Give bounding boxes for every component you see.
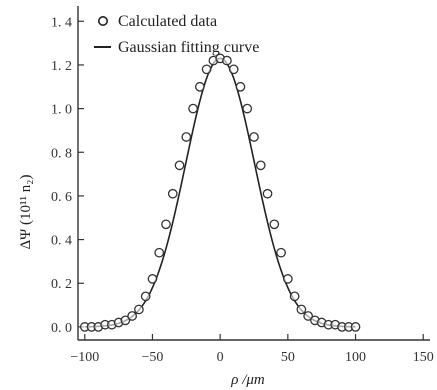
data-point [147,274,158,284]
x-tick-label: 0 [217,350,224,365]
data-point [188,103,198,114]
legend-label-calculated: Calculated data [118,13,217,30]
data-point [181,132,192,142]
data-point [201,64,212,75]
data-point [262,188,273,199]
y-tick-label: 1. 2 [51,59,72,74]
x-axis-label: ρ /μm [230,372,265,388]
x-tick-label: 50 [281,350,295,365]
y-tick-label: 1. 0 [51,103,72,118]
x-tick-label: 100 [345,350,366,365]
data-point [194,81,205,92]
data-points [79,53,361,332]
data-point [127,311,138,321]
x-tick-label: −50 [142,350,164,365]
data-point [161,219,171,230]
data-point [167,188,178,199]
data-point [255,160,266,171]
data-point [289,291,300,302]
y-axis-label: ΔΨ (10¹¹ n₂) [18,175,34,250]
ticks: −100 −50 0 50 100 150 0. 0 0. 2 0. 4 0. 6 0. 8 1. 0… [51,15,434,365]
gaussian-curve-line [84,57,356,328]
y-tick-label: 0. 8 [51,146,72,161]
data-point [228,64,239,75]
y-tick-label: 0. 2 [51,277,72,292]
data-point [222,55,232,66]
legend: Calculated data Gaussian fitting curve [94,13,259,56]
y-tick-label: 1. 4 [51,15,72,30]
data-point [174,160,185,171]
data-point [303,311,314,321]
data-point [276,247,286,258]
y-tick-label: 0. 0 [51,321,72,336]
legend-marker-calculated [98,15,109,26]
data-point [242,103,253,114]
data-point [235,81,246,92]
data-point [296,304,307,315]
axes [77,6,430,341]
legend-label-gaussian: Gaussian fitting curve [118,39,259,56]
data-point [282,274,293,284]
y-tick-label: 0. 4 [51,234,72,249]
data-point [140,291,151,302]
data-point [120,315,131,326]
gaussian-curve [84,57,356,328]
y-tick-label: 0. 6 [51,190,72,205]
data-point [154,247,165,258]
data-point [269,219,280,230]
data-point [249,132,259,142]
data-point [134,304,144,315]
x-tick-label: 150 [413,350,434,365]
x-tick-label: −100 [70,350,99,365]
data-point [350,322,361,332]
